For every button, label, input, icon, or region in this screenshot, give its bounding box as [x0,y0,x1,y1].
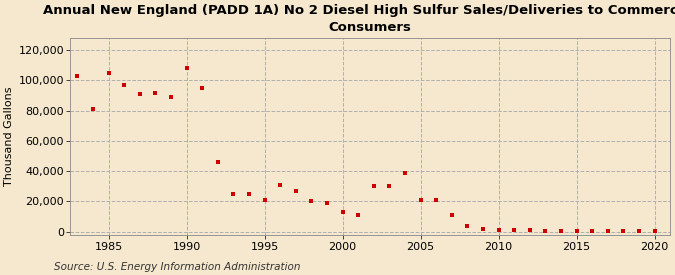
Point [384,184,395,188]
Point [462,223,472,228]
Point [603,229,614,233]
Point [290,189,301,193]
Point [181,66,192,71]
Point [369,184,379,188]
Point [244,192,254,196]
Point [509,228,520,232]
Point [88,107,99,111]
Point [478,226,489,231]
Point [196,86,207,90]
Text: Source: U.S. Energy Information Administration: Source: U.S. Energy Information Administ… [54,262,300,272]
Point [150,90,161,95]
Point [431,198,441,202]
Point [524,228,535,233]
Point [306,199,317,204]
Point [228,192,239,196]
Point [540,228,551,233]
Point [446,213,457,217]
Point [259,198,270,202]
Y-axis label: Thousand Gallons: Thousand Gallons [4,87,14,186]
Point [338,210,348,214]
Point [275,183,286,187]
Point [400,170,410,175]
Title: Annual New England (PADD 1A) No 2 Diesel High Sulfur Sales/Deliveries to Commerc: Annual New England (PADD 1A) No 2 Diesel… [43,4,675,34]
Point [72,74,83,78]
Point [587,229,597,233]
Point [493,228,504,232]
Point [618,229,629,233]
Point [213,160,223,164]
Point [321,201,332,205]
Point [353,213,364,217]
Point [119,83,130,87]
Point [134,92,145,96]
Point [649,229,660,233]
Point [103,71,114,75]
Point [556,229,566,233]
Point [165,95,176,99]
Point [415,198,426,202]
Point [634,229,645,233]
Point [571,229,582,233]
